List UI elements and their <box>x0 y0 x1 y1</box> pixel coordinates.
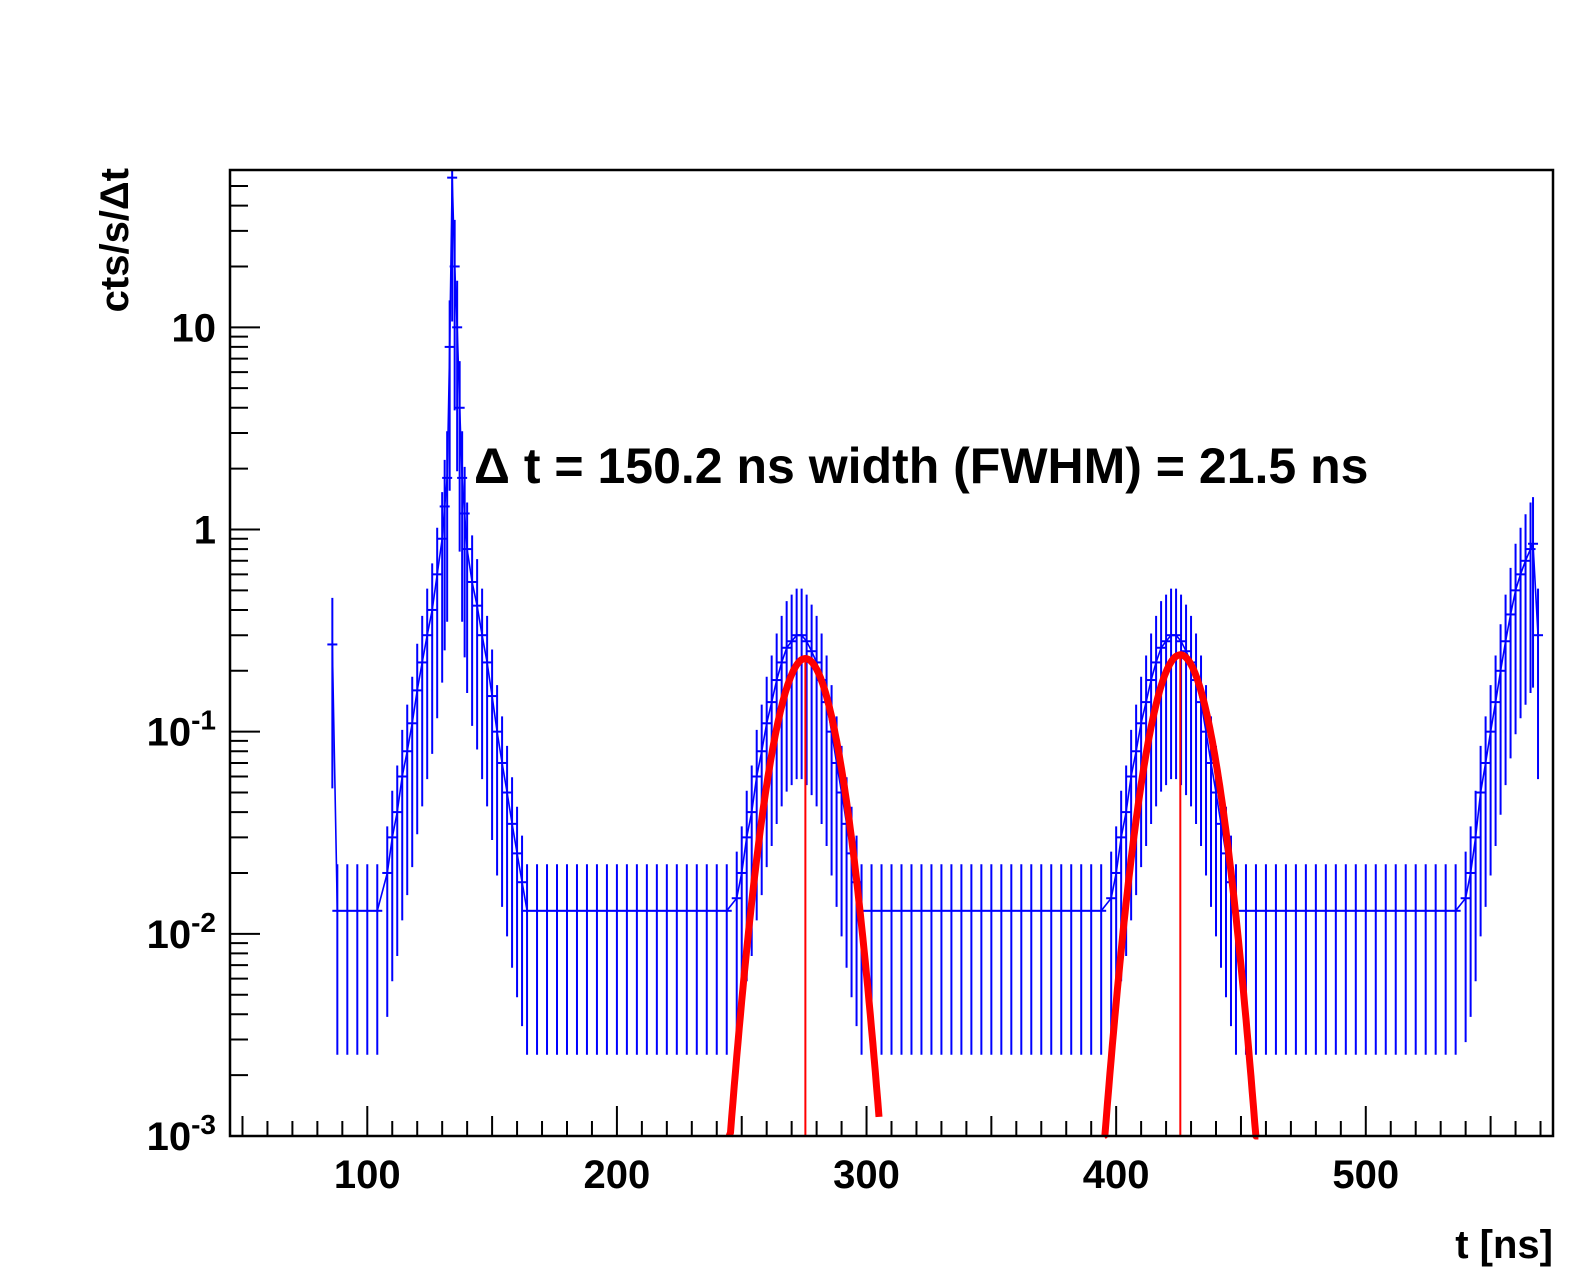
y-tick-label: 10-3 <box>147 1109 216 1159</box>
x-tick-label: 100 <box>334 1153 401 1197</box>
y-axis: 10-3 10-2 10-1 1 10 <box>147 169 260 1159</box>
y-tick-label: 10-1 <box>147 705 216 755</box>
x-tick-label: 300 <box>833 1153 900 1197</box>
x-axis-title: t [ns] <box>1455 1223 1553 1267</box>
x-axis: 100 200 300 400 500 <box>241 1106 1542 1197</box>
y-tick-label: 1 <box>194 508 216 552</box>
y-axis-title: cts/s/Δt <box>93 168 137 312</box>
fit-annotation: Δ t = 150.2 ns width (FWHM) = 21.5 ns <box>474 438 1368 494</box>
x-tick-label: 200 <box>584 1153 651 1197</box>
data-layer <box>327 170 1544 1055</box>
y-tick-label: 10 <box>172 306 217 350</box>
fit-curve-1 <box>725 655 883 1138</box>
x-tick-label: 500 <box>1332 1153 1399 1197</box>
data-histogram <box>331 177 1539 912</box>
y-tick-label: 10-2 <box>147 907 216 957</box>
x-tick-label: 400 <box>1083 1153 1150 1197</box>
fit-layer <box>725 651 1261 1140</box>
